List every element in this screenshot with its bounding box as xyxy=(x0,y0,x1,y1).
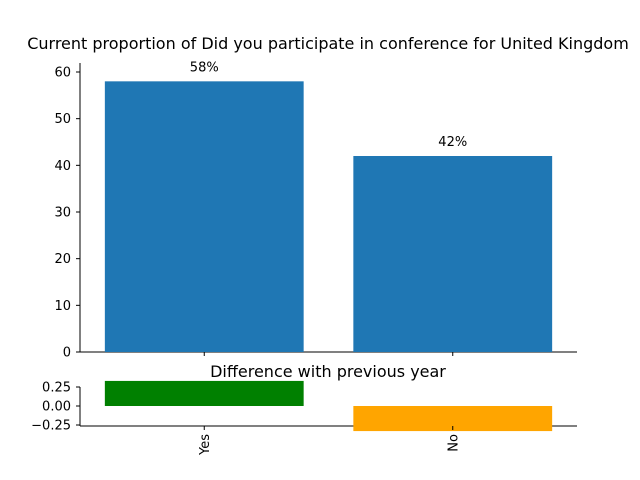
x-tick-label: No xyxy=(446,434,461,452)
x-tick-label: Yes xyxy=(198,434,213,456)
main-y-tick-label: 0 xyxy=(63,346,71,361)
diff-x-ticks: Yes No xyxy=(198,352,461,456)
main-data-label: 58% xyxy=(190,60,219,75)
main-chart-title: Current proportion of Did you participat… xyxy=(27,34,629,53)
main-y-tick-label: 10 xyxy=(54,299,71,314)
main-y-tick-label: 60 xyxy=(54,66,71,81)
main-y-tick-label: 20 xyxy=(54,252,71,267)
diff-y-ticks: 0.25 0.00 −0.25 xyxy=(31,381,80,434)
main-data-label: 42% xyxy=(438,135,467,150)
main-bars xyxy=(104,81,553,352)
main-y-tick-label: 30 xyxy=(54,206,71,221)
main-y-ticks: 0 10 20 30 40 50 60 xyxy=(54,66,80,361)
diff-y-tick-label: 0.25 xyxy=(42,381,71,396)
main-bar-no xyxy=(353,156,553,352)
main-y-tick-label: 50 xyxy=(54,112,71,127)
diff-bar-yes xyxy=(104,380,304,406)
diff-y-tick-label: −0.25 xyxy=(31,419,71,434)
main-bar-yes xyxy=(104,81,304,352)
diff-chart-title: Difference with previous year xyxy=(210,362,446,381)
diff-y-tick-label: 0.00 xyxy=(42,400,71,415)
main-y-tick-label: 40 xyxy=(54,159,71,174)
diff-bars xyxy=(104,380,553,432)
main-data-labels: 58% 42% xyxy=(190,60,467,150)
